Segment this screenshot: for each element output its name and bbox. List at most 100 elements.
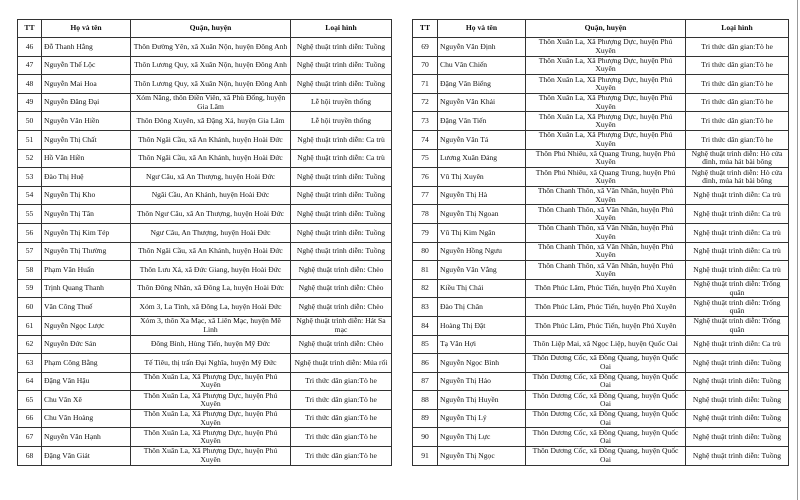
person-name: Nguyễn Văn Hiền bbox=[41, 111, 131, 131]
row-number: 85 bbox=[412, 334, 438, 355]
heritage-type: Tri thức dân gian:Tò he bbox=[290, 408, 392, 429]
table-row: 57 Nguyễn Thị Thường Thôn Ngãi Cầu, xã An … bbox=[17, 241, 392, 262]
row-number: 79 bbox=[412, 222, 438, 243]
district: Thôn Chanh Thôn, xã Văn Nhân, huyện Phú … bbox=[525, 185, 686, 206]
district: Thôn Dương Cốc, xã Đồng Quang, huyện Quố… bbox=[525, 408, 686, 429]
district: Thôn Xuân La, Xã Phượng Dực, huyện Phú X… bbox=[525, 92, 686, 113]
person-name: Đặng Văn Tiến bbox=[437, 111, 526, 131]
heritage-type: Tri thức dân gian:Tò he bbox=[685, 111, 789, 131]
person-name: Tạ Văn Hợi bbox=[437, 334, 526, 355]
person-name: Nguyễn Ngọc Bình bbox=[437, 353, 526, 373]
table-row: 90 Nguyễn Thị Lực Thôn Dương Cốc, xã Đồng … bbox=[412, 427, 789, 448]
row-number: 89 bbox=[412, 408, 438, 429]
person-name: Chu Văn Chiến bbox=[437, 55, 526, 76]
district: Thôn Xuân La, Xã Phượng Dực, huyện Phú X… bbox=[130, 446, 291, 466]
person-name: Nguyễn Mai Hoa bbox=[41, 74, 131, 94]
row-number: 64 bbox=[17, 371, 42, 392]
person-name: Vũ Thị Xuyên bbox=[437, 167, 526, 187]
district: Thôn Xuân La, Xã Phượng Dực, huyện Phú X… bbox=[525, 55, 686, 76]
person-name: Nguyễn Văn Khải bbox=[437, 92, 526, 113]
row-number: 62 bbox=[17, 334, 42, 355]
row-number: 59 bbox=[17, 278, 42, 299]
header-district: Quận, huyện bbox=[130, 19, 291, 38]
heritage-type: Nghệ thuật trình diễn: Trống quân bbox=[685, 315, 789, 336]
heritage-type: Nghệ thuật trình diễn: Tuồng bbox=[290, 204, 392, 224]
person-name: Trịnh Quang Thanh bbox=[41, 278, 131, 299]
person-name: Vũ Thị Kim Ngân bbox=[437, 222, 526, 243]
row-number: 63 bbox=[17, 353, 42, 373]
row-number: 71 bbox=[412, 74, 438, 94]
heritage-type: Tri thức dân gian:Tò he bbox=[685, 55, 789, 76]
heritage-type: Lễ hội truyền thống bbox=[290, 92, 392, 113]
table-row: 56 Nguyễn Thị Kim Tép Ngư Câu, An Thượng, … bbox=[17, 222, 392, 243]
row-number: 87 bbox=[412, 371, 438, 392]
row-number: 54 bbox=[17, 185, 42, 206]
district: Thôn Lương Quy, xã Xuân Nộn, huyện Đông … bbox=[130, 55, 291, 76]
person-name: Phạm Văn Huấn bbox=[41, 260, 131, 280]
district: Thôn Xuân La, Xã Phượng Dực, huyện Phú X… bbox=[130, 371, 291, 392]
row-number: 86 bbox=[412, 353, 438, 373]
table-row: 70 Chu Văn Chiến Thôn Xuân La, Xã Phượng D… bbox=[412, 55, 789, 76]
table-row: 74 Nguyễn Văn Tá Thôn Xuân La, Xã Phượng D… bbox=[412, 129, 789, 150]
district: Thôn Liệp Mai, xã Ngọc Liệp, huyện Quốc … bbox=[525, 334, 686, 355]
row-number: 81 bbox=[412, 260, 438, 280]
district: Thôn Phúc Lâm, Phúc Tiến, huyện Phú Xuyê… bbox=[525, 315, 686, 336]
header-tt: TT bbox=[17, 19, 42, 38]
heritage-type: Lễ hội truyền thống bbox=[290, 111, 392, 131]
row-number: 67 bbox=[17, 427, 42, 448]
district: Thôn Lưu Xá, xã Đức Giang, huyện Hoài Đứ… bbox=[130, 260, 291, 280]
table-row: 49 Nguyễn Đăng Đại Xóm Năng, thôn Điền Viê… bbox=[17, 92, 392, 113]
district: Thôn Dương Cốc, xã Đồng Quang, huyện Quố… bbox=[525, 371, 686, 392]
person-name: Nguyễn Văn Tá bbox=[437, 129, 526, 150]
person-name: Đặng Văn Biểng bbox=[437, 74, 526, 94]
district: Thôn Dương Cốc, xã Đồng Quang, huyện Quố… bbox=[525, 427, 686, 448]
heritage-type: Tri thức dân gian:Tò he bbox=[290, 371, 392, 392]
table-row: 91 Nguyễn Thị Ngọc Thôn Dương Cốc, xã Đồng… bbox=[412, 446, 789, 466]
district: Thôn Chanh Thôn, xã Văn Nhân, huyện Phú … bbox=[525, 204, 686, 224]
table-row: 61 Nguyễn Ngọc Lược Xóm 3, thôn Xa Mạc, xã… bbox=[17, 315, 392, 336]
person-name: Kiều Thị Chải bbox=[437, 278, 526, 299]
heritage-type: Tri thức dân gian:Tò he bbox=[685, 37, 789, 57]
district: Thôn Ngãi Cầu, xã An Khánh, huyện Hoài Đ… bbox=[130, 129, 291, 150]
heritage-type: Nghệ thuật trình diễn: Tuồng bbox=[290, 185, 392, 206]
person-name: Văn Công Thuế bbox=[41, 297, 131, 317]
heritage-type: Nghệ thuật trình diễn: Tuồng bbox=[685, 427, 789, 448]
person-name: Nguyễn Hồng Ngưu bbox=[437, 241, 526, 262]
table-row: 50 Nguyễn Văn Hiền Thôn Đông Xuyên, xã Đặn… bbox=[17, 111, 392, 131]
table-row: 72 Nguyễn Văn Khải Thôn Xuân La, Xã Phượng… bbox=[412, 92, 789, 113]
row-number: 72 bbox=[412, 92, 438, 113]
person-name: Đặng Văn Hậu bbox=[41, 371, 131, 392]
row-number: 74 bbox=[412, 129, 438, 150]
heritage-type: Nghệ thuật trình diễn: Tuồng bbox=[290, 55, 392, 76]
heritage-type: Nghệ thuật trình diễn: Tuồng bbox=[290, 74, 392, 94]
table-row: 52 Hồ Văn Hiền Thôn Ngãi Cầu, xã An Khánh,… bbox=[17, 148, 392, 169]
table-row: 81 Nguyễn Văn Vẳng Thôn Chanh Thôn, xã Văn… bbox=[412, 260, 789, 280]
heritage-type: Nghệ thuật trình diễn: Ca trù bbox=[685, 204, 789, 224]
row-number: 49 bbox=[17, 92, 42, 113]
table-row: 64 Đặng Văn Hậu Thôn Xuân La, Xã Phượng Dự… bbox=[17, 371, 392, 392]
table-row: 87 Nguyễn Thị Hảo Thôn Dương Cốc, xã Đồng … bbox=[412, 371, 789, 392]
row-number: 47 bbox=[17, 55, 42, 76]
row-number: 57 bbox=[17, 241, 42, 262]
table-right: TT Họ và tên Quận, huyện Loại hình 69 Ngu… bbox=[412, 19, 789, 466]
person-name: Nguyễn Thị Ngọc bbox=[437, 446, 526, 466]
heritage-type: Nghệ thuật trình diễn: Ca trù bbox=[685, 241, 789, 262]
district: Thôn Đông Nhân, xã Đông La, huyện Hoài Đ… bbox=[130, 278, 291, 299]
district: Thôn Xuân La, Xã Phượng Dực, huyện Phú X… bbox=[130, 408, 291, 429]
person-name: Nguyễn Ngọc Lược bbox=[41, 315, 131, 336]
district: Đông Bình, Hùng Tiến, huyện Mỹ Đức bbox=[130, 334, 291, 355]
row-number: 90 bbox=[412, 427, 438, 448]
person-name: Đào Thị Chăn bbox=[437, 297, 526, 317]
table-row: 75 Lương Xuân Đảng Thôn Phú Nhiêu, xã Quan… bbox=[412, 148, 789, 169]
row-number: 91 bbox=[412, 446, 438, 466]
district: Tế Tiêu, thị trấn Đại Nghĩa, huyện Mỹ Đứ… bbox=[130, 353, 291, 373]
table-row: 85 Tạ Văn Hợi Thôn Liệp Mai, xã Ngọc Liệp,… bbox=[412, 334, 789, 355]
heritage-type: Nghệ thuật trình diễn: Ca trù bbox=[685, 185, 789, 206]
table-row: 88 Nguyễn Thị Huyền Thôn Dương Cốc, xã Đồn… bbox=[412, 390, 789, 410]
district: Thôn Xuân La, Xã Phượng Dực, huyện Phú X… bbox=[525, 111, 686, 131]
row-number: 76 bbox=[412, 167, 438, 187]
row-number: 46 bbox=[17, 37, 42, 57]
person-name: Nguyễn Thị Kim Tép bbox=[41, 222, 131, 243]
row-number: 51 bbox=[17, 129, 42, 150]
table-row: 84 Hoàng Thị Đật Thôn Phúc Lâm, Phúc Tiến,… bbox=[412, 315, 789, 336]
